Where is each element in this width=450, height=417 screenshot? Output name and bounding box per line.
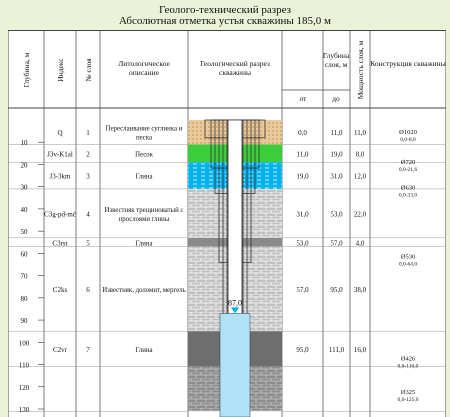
depth-tick-30: 30 — [21, 184, 29, 192]
layer-index-1: Q — [57, 129, 62, 137]
depth-tick-20: 20 — [21, 161, 29, 169]
layer-no-3: 3 — [86, 173, 90, 181]
layer-to-1: 11,0 — [331, 129, 343, 137]
layer-index-3: J3-3km — [50, 173, 72, 181]
header-layer-depth-line2: слоя, м — [325, 60, 348, 69]
layer-index-4: C3g-pd-mč — [44, 210, 76, 218]
depth-tick-100: 100 — [19, 339, 30, 347]
depth-tick-80: 80 — [21, 295, 29, 303]
layer-from-6: 57,0 — [296, 286, 309, 294]
casing-range-6: 0,0-125,0 — [397, 397, 418, 403]
layer-from-1: 0,0 — [298, 129, 307, 137]
depth-tick-110: 110 — [19, 362, 30, 370]
layer-desc-4: Известняк трещиноватый с — [105, 207, 184, 214]
layer-desc-2: Песок — [135, 151, 154, 158]
layer-desc-1: песка — [136, 135, 152, 142]
water-level-marker — [231, 307, 239, 314]
casing-range-3: 0,0-33,0 — [399, 192, 418, 198]
casing-diameter-4: Ø530 — [401, 253, 415, 260]
casing-range-5: 0,0-110,0 — [398, 364, 419, 370]
casing-diameter-1: Ø1020 — [399, 129, 417, 136]
layer-from-2: 11,0 — [297, 150, 309, 158]
header-to: до — [332, 94, 340, 103]
layer-to-5: 57,0 — [330, 239, 343, 247]
depth-tick-120: 120 — [19, 384, 30, 392]
layer-desc-6: Известняк, доломит, мергель — [102, 287, 186, 294]
header-lithology: Литологическое — [118, 59, 170, 68]
layer-thickness-1: 11,0 — [354, 129, 366, 137]
layer-no-5: 5 — [86, 239, 90, 247]
depth-tick-10: 10 — [21, 139, 29, 147]
header-background — [8, 30, 446, 108]
layer-no-4: 4 — [86, 210, 90, 218]
casing-diameter-3: Ø630 — [401, 184, 415, 191]
casing-diameter-6: Ø325 — [401, 389, 415, 396]
table-body: Q 1 Переслаивание суглинка и песка 0,0 11,0 11… — [8, 119, 446, 417]
header-from: от — [300, 94, 308, 103]
layer-desc-5: Глина — [135, 240, 152, 247]
layer-to-4: 53,0 — [330, 210, 343, 218]
layer-desc-3: Глина — [135, 174, 152, 181]
header-section: Геологический разрез — [200, 59, 270, 68]
diagram-title: Геолого-технический разрез — [159, 4, 291, 16]
layer-to-3: 31,0 — [330, 173, 343, 181]
layer-to-7: 111,0 — [329, 346, 345, 354]
layer-index-6: C2ks — [53, 286, 68, 294]
depth-tick-40: 40 — [21, 206, 29, 214]
layer-no-2: 2 — [86, 150, 90, 158]
layer-no-7: 7 — [86, 346, 90, 354]
layer-index-2: J3v-K1al — [47, 150, 73, 158]
header-section-line2: скважины — [219, 68, 251, 77]
depth-tick-60: 60 — [21, 250, 29, 258]
casing-range-2: 0,0-21,6 — [399, 167, 418, 173]
water-column — [219, 313, 251, 417]
header-construction: Конструкция скважины — [370, 59, 445, 68]
layer-thickness-7: 16,0 — [354, 346, 367, 354]
casing-range-4: 0,0-64,0 — [399, 261, 418, 267]
layer-thickness-4: 22,0 — [354, 210, 367, 218]
layer-from-3: 19,0 — [296, 173, 309, 181]
layer-thickness-6: 38,0 — [354, 286, 367, 294]
casing-range-1: 0,0-8,0 — [400, 137, 416, 143]
layer-to-2: 19,0 — [330, 150, 343, 158]
header-depth: Глубина, м — [22, 52, 31, 87]
layer-thickness-2: 8,0 — [356, 150, 365, 158]
header-layer-no: № слоя — [84, 58, 93, 82]
table-header: Глубина, м Индекс № слоя Мощность слоя, м Ли… — [8, 30, 446, 417]
layer-desc-7: Глина — [135, 347, 152, 354]
header-layer-depth: Глубина — [323, 51, 350, 60]
layer-no-1: 1 — [86, 129, 90, 137]
layer-no-6: 6 — [86, 286, 90, 294]
layer-index-5: C3rst — [52, 239, 67, 247]
layer-from-4: 31,0 — [296, 210, 309, 218]
depth-tick-50: 50 — [21, 228, 29, 236]
layer-thickness-3: 12,0 — [354, 173, 367, 181]
well-section-diagram: Глубина, м Индекс № слоя Мощность слоя, м Ли… — [8, 30, 446, 417]
layer-from-7: 95,0 — [296, 346, 309, 354]
depth-tick-90: 90 — [21, 317, 29, 325]
depth-tick-70: 70 — [21, 273, 29, 281]
casing-diameter-5: Ø426 — [401, 356, 416, 363]
layer-thickness-5: 4,0 — [356, 239, 365, 247]
depth-tick-130: 130 — [19, 406, 30, 414]
layer-to-6: 95,0 — [330, 286, 343, 294]
water-level-label: 87,0 — [228, 298, 242, 307]
casing-diameter-2: Ø720 — [401, 159, 415, 166]
layer-desc-4: прослоями глины — [119, 216, 170, 223]
layer-index-7: C2vr — [53, 346, 68, 354]
layer-desc-1: Переслаивание суглинка и — [106, 126, 183, 133]
diagram-subtitle: Абсолютная отметка устья скважины 185,0 … — [119, 15, 331, 27]
layer-from-5: 53,0 — [296, 239, 309, 247]
header-thickness: Мощность слоя, м — [356, 41, 365, 100]
header-index: Индекс — [56, 58, 65, 82]
header-lithology-line2: описание — [129, 68, 160, 77]
